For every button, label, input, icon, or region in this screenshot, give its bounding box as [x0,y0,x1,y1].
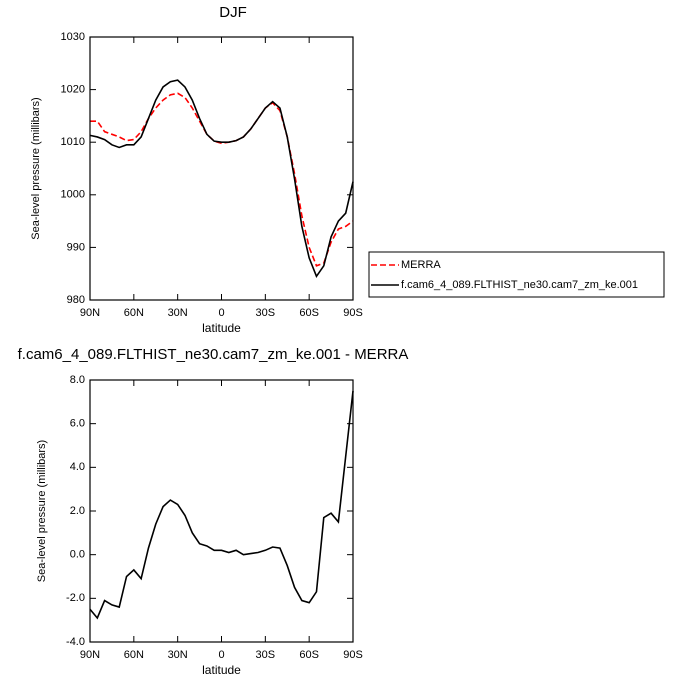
x-tick-label: 90S [343,649,363,661]
y-tick-label: 4.0 [70,461,85,473]
legend-box [368,251,665,298]
y-tick-label: 8.0 [70,374,85,386]
y-tick-label: -4.0 [66,636,85,648]
y-tick-label: 1010 [61,136,85,148]
x-tick-label: 30N [168,649,188,661]
y-tick-label: -2.0 [66,592,85,604]
y-tick-label: 1000 [61,189,85,201]
y-tick-label: 1020 [61,84,85,96]
y-tick-label: 990 [67,241,85,253]
y-tick-label: 2.0 [70,505,85,517]
plot-frame [89,379,354,643]
x-axis-label: latitude [202,663,241,677]
data-line [90,92,354,267]
y-tick-label: 0.0 [70,549,85,561]
x-axis-label: latitude [202,321,241,335]
data-line [89,79,354,279]
x-tick-label: 0 [218,649,224,661]
x-tick-label: 0 [218,307,224,319]
legend-label: f.cam6_4_089.FLTHIST_ne30.cam7_zm_ke.001 [401,279,638,291]
y-axis-label: Sea-level pressure (millibars) [30,97,42,239]
plot-frame [89,36,354,301]
x-tick-label: 30S [256,307,276,319]
x-tick-label: 30N [168,307,188,319]
y-axis-label: Sea-level pressure (millibars) [36,440,48,582]
y-tick-label: 1030 [61,31,85,43]
chart-title: f.cam6_4_089.FLTHIST_ne30.cam7_zm_ke.001… [18,346,409,363]
x-tick-label: 60S [299,307,319,319]
data-line [89,390,354,620]
y-tick-label: 6.0 [70,418,85,430]
x-tick-label: 60S [299,649,319,661]
x-tick-label: 90N [80,649,100,661]
legend-label: MERRA [401,259,441,271]
y-tick-label: 980 [67,294,85,306]
x-tick-label: 90N [80,307,100,319]
x-tick-label: 60N [124,649,144,661]
x-tick-label: 60N [124,307,144,319]
chart-title: DJF [219,4,247,21]
x-tick-label: 30S [256,649,276,661]
x-tick-label: 90S [343,307,363,319]
